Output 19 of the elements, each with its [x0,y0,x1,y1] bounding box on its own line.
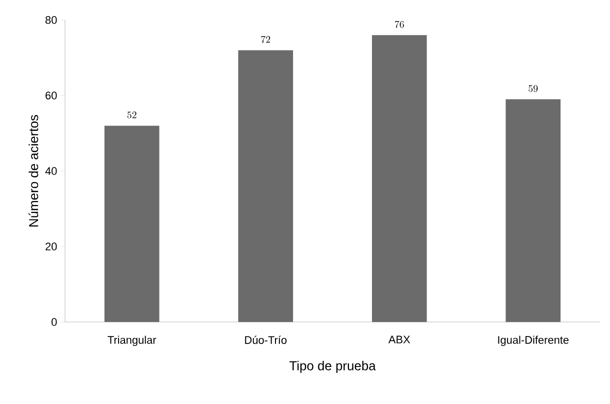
y-axis-title: Número de aciertos [28,114,38,226]
data-label: 76 [394,20,404,28]
data-label: 52 [127,112,136,118]
x-tick-label: Triangular [108,336,156,346]
y-tick-label: 80 [46,16,57,24]
data-label: 59 [528,85,538,92]
bar [104,126,160,322]
y-tick-label: 60 [46,92,57,100]
data-label: 72 [261,36,270,43]
x-axis-title: Tipo de prueba [289,360,376,373]
bar [372,35,427,322]
y-tick-label: 20 [46,242,57,250]
x-tick-label: Igual-Diferente [498,336,569,346]
bar [506,99,561,322]
y-tick-label: 0 [52,318,57,326]
y-tick-label: 40 [45,167,57,175]
x-tick-label: Dúo-Trío [245,336,287,344]
bar [238,50,294,322]
x-tick-label: ABX [388,336,410,344]
